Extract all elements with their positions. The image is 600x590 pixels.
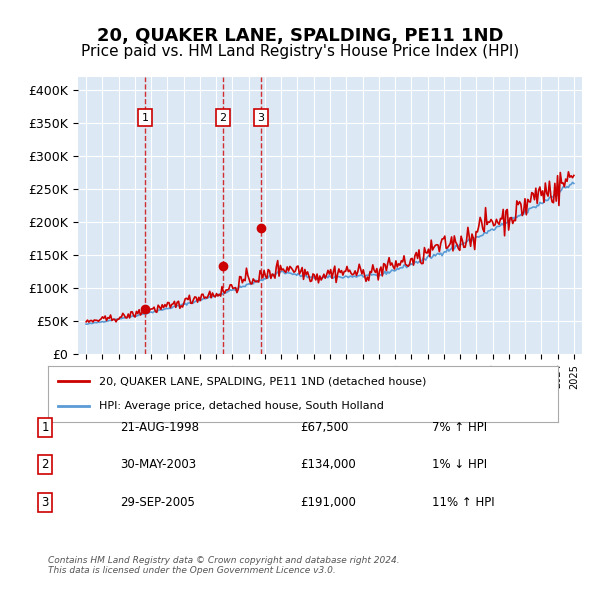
Text: Contains HM Land Registry data © Crown copyright and database right 2024.
This d: Contains HM Land Registry data © Crown c… [48, 556, 400, 575]
Text: 3: 3 [257, 113, 265, 123]
Text: 29-SEP-2005: 29-SEP-2005 [120, 496, 195, 509]
Text: 3: 3 [41, 496, 49, 509]
Text: 11% ↑ HPI: 11% ↑ HPI [432, 496, 494, 509]
Text: 20, QUAKER LANE, SPALDING, PE11 1ND (detached house): 20, QUAKER LANE, SPALDING, PE11 1ND (det… [99, 376, 427, 386]
Text: 1% ↓ HPI: 1% ↓ HPI [432, 458, 487, 471]
Text: 21-AUG-1998: 21-AUG-1998 [120, 421, 199, 434]
Text: 1: 1 [41, 421, 49, 434]
Text: 7% ↑ HPI: 7% ↑ HPI [432, 421, 487, 434]
Text: 30-MAY-2003: 30-MAY-2003 [120, 458, 196, 471]
Text: HPI: Average price, detached house, South Holland: HPI: Average price, detached house, Sout… [99, 401, 384, 411]
Text: Price paid vs. HM Land Registry's House Price Index (HPI): Price paid vs. HM Land Registry's House … [81, 44, 519, 59]
Text: 1: 1 [142, 113, 149, 123]
Text: £134,000: £134,000 [300, 458, 356, 471]
Text: £191,000: £191,000 [300, 496, 356, 509]
Text: £67,500: £67,500 [300, 421, 349, 434]
Text: 2: 2 [219, 113, 226, 123]
Text: 2: 2 [41, 458, 49, 471]
Text: 20, QUAKER LANE, SPALDING, PE11 1ND: 20, QUAKER LANE, SPALDING, PE11 1ND [97, 27, 503, 45]
